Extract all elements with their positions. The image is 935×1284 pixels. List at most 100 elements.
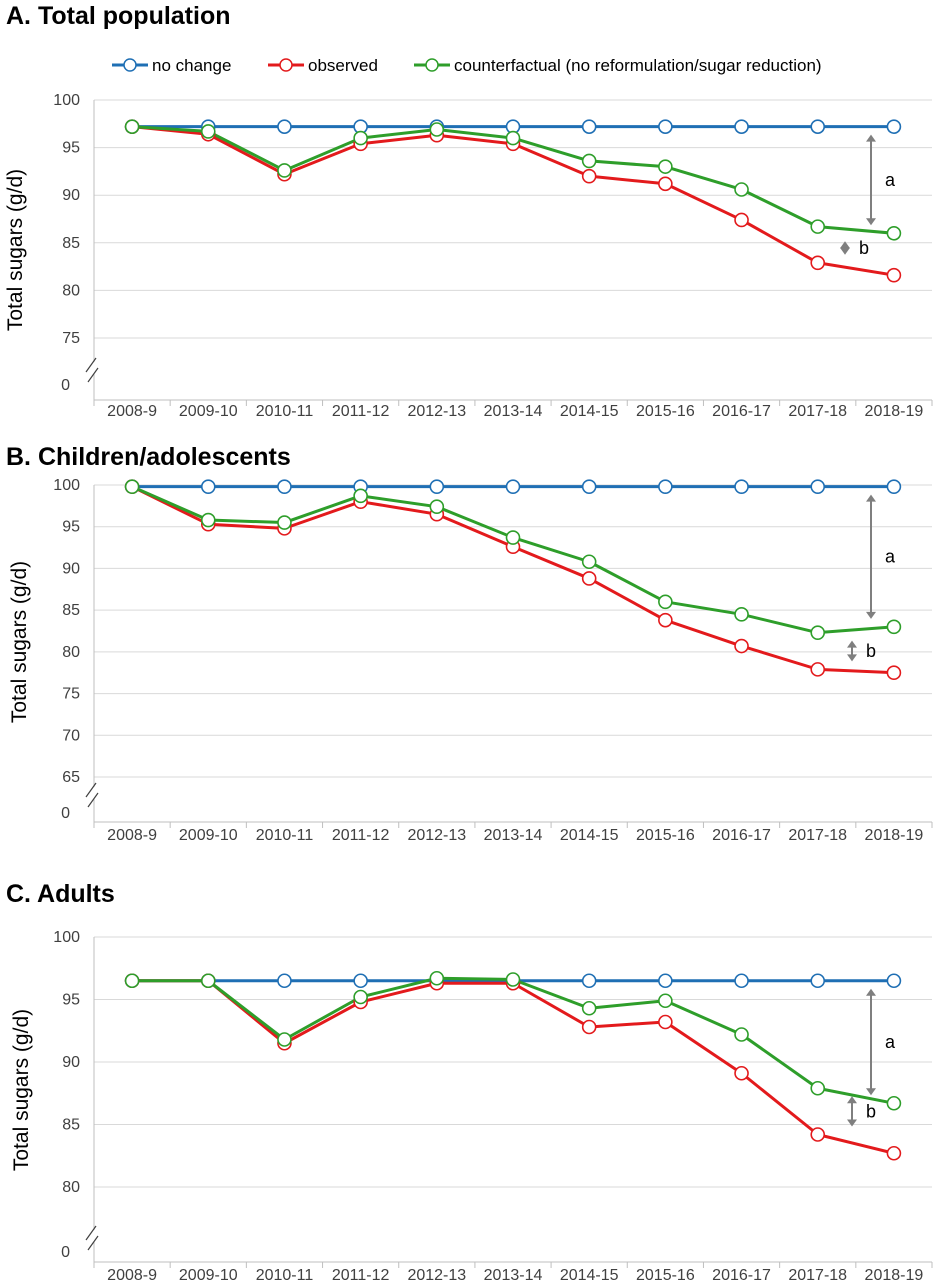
data-point-counterfactual xyxy=(505,972,521,987)
legend-marker-observed xyxy=(279,58,293,72)
y-axis-label: Total sugars (g/d) xyxy=(10,1009,33,1171)
x-tick-label: 2014-15 xyxy=(560,1267,619,1284)
series-line-counterfactual xyxy=(131,485,895,635)
x-tick-label: 2015-16 xyxy=(636,403,695,420)
x-tick-label: 2017-18 xyxy=(788,827,847,844)
annotation-b-head-bottom xyxy=(847,1119,857,1127)
x-tick-label: 2016-17 xyxy=(712,1267,771,1284)
data-point-counterfactual xyxy=(886,1095,902,1111)
x-tick-label: 2018-19 xyxy=(865,1267,924,1284)
annotation-b-head-top xyxy=(840,241,850,249)
panel-c-title: C. Adults xyxy=(6,880,115,908)
y-tick-label: 100 xyxy=(53,929,80,946)
x-tick-label: 2012-13 xyxy=(407,403,466,420)
data-point-no xyxy=(734,973,749,989)
x-tick-label: 2014-15 xyxy=(560,827,619,844)
data-point-counterfactual xyxy=(581,554,597,570)
x-tick-label: 2018-19 xyxy=(865,403,924,420)
legend-label-no-change: no change xyxy=(152,56,231,75)
data-point-no xyxy=(581,479,597,494)
data-point-observed xyxy=(734,1065,749,1081)
data-point-counterfactual xyxy=(200,973,216,989)
x-tick-label: 2008-9 xyxy=(107,1267,157,1284)
data-point-no xyxy=(658,119,673,134)
annotation-b-label: b xyxy=(866,641,876,661)
y-tick-label: 95 xyxy=(62,140,80,157)
legend: no change observed counterfactual (no re… xyxy=(112,56,822,75)
data-point-counterfactual xyxy=(581,153,597,169)
y-tick-label: 90 xyxy=(62,560,80,577)
panel-b-chart: 65 70 75 80 85 90 95 100 0 2008-9 2009-10 2010-11 20… xyxy=(8,477,933,844)
data-point-counterfactual xyxy=(734,1027,749,1042)
data-point-counterfactual xyxy=(505,130,521,146)
annotation-a-label: a xyxy=(885,547,896,567)
data-point-no xyxy=(277,479,292,494)
panel-a-title: A. Total population xyxy=(6,2,231,30)
data-point-counterfactual xyxy=(658,594,673,610)
data-point-counterfactual xyxy=(581,1000,597,1016)
data-point-no xyxy=(277,973,292,989)
y-tick-label: 85 xyxy=(62,1117,80,1134)
data-point-counterfactual xyxy=(277,1032,292,1047)
x-tick-label: 2012-13 xyxy=(407,1267,466,1284)
data-point-counterfactual xyxy=(353,488,368,504)
legend-label-observed: observed xyxy=(308,56,378,75)
data-point-counterfactual xyxy=(734,182,749,197)
data-point-observed xyxy=(886,1145,902,1161)
y-tick-label: 95 xyxy=(62,992,80,1009)
x-tick-label: 2015-16 xyxy=(636,827,695,844)
data-point-no xyxy=(734,119,749,134)
data-point-counterfactual xyxy=(124,479,140,494)
data-point-counterfactual xyxy=(429,122,445,137)
data-point-counterfactual xyxy=(353,130,368,146)
legend-marker-no-change xyxy=(123,58,137,72)
series-line-observed xyxy=(132,979,895,1155)
data-point-no xyxy=(810,973,826,989)
y-tick-label: 75 xyxy=(62,686,80,703)
y-tick-label: 85 xyxy=(62,602,80,619)
axis-break-mark xyxy=(85,782,97,798)
data-point-observed xyxy=(886,665,902,681)
legend-label-counterfactual: counterfactual (no reformulation/sugar r… xyxy=(454,56,822,75)
panel-c-chart: 80 85 90 95 100 0 2008-9 2009-10 2010-11 2011-12 2… xyxy=(10,929,933,1284)
annotation-a-head-top xyxy=(866,134,876,142)
x-tick-label: 2016-17 xyxy=(712,827,771,844)
annotation-b-label: b xyxy=(866,1101,876,1121)
data-point-no xyxy=(734,479,749,494)
data-point-counterfactual xyxy=(277,163,292,178)
data-point-counterfactual xyxy=(200,512,216,528)
data-point-observed xyxy=(810,255,826,271)
y-tick-label: 85 xyxy=(62,235,80,252)
x-tick-label: 2011-12 xyxy=(332,827,390,844)
y-tick-label: 80 xyxy=(62,282,80,299)
annotation-a-head-bottom xyxy=(866,1088,876,1096)
panel-a-chart: 75 80 85 90 95 100 0 2008-9 2009-10 2010-11 2011-1… xyxy=(4,92,933,420)
x-tick-label: 2017-18 xyxy=(788,1267,847,1284)
annotation-a-label: a xyxy=(885,170,896,190)
data-point-observed xyxy=(658,612,673,628)
data-point-no xyxy=(658,973,673,989)
data-point-counterfactual xyxy=(734,607,749,622)
data-point-observed xyxy=(810,1127,826,1142)
y-tick-label: 65 xyxy=(62,769,80,786)
data-point-counterfactual xyxy=(658,993,673,1009)
y-tick-label-zero: 0 xyxy=(61,377,70,394)
annotation-b-head-bottom xyxy=(840,247,850,255)
data-point-no xyxy=(886,479,902,494)
data-point-no xyxy=(277,119,292,134)
series-line-counterfactual xyxy=(132,976,895,1105)
data-point-counterfactual xyxy=(886,619,902,635)
data-point-counterfactual xyxy=(810,219,826,234)
x-tick-label: 2010-11 xyxy=(256,827,314,844)
data-point-observed xyxy=(581,168,597,184)
data-point-no xyxy=(658,479,673,494)
x-tick-label: 2012-13 xyxy=(407,827,466,844)
annotation-a-head-top xyxy=(866,494,876,502)
data-point-no xyxy=(353,973,368,989)
data-point-observed xyxy=(734,638,749,654)
x-tick-label: 2011-12 xyxy=(332,403,390,420)
series-line-observed xyxy=(131,485,894,675)
data-point-no xyxy=(886,973,902,989)
axis-break-mark xyxy=(87,1235,99,1251)
